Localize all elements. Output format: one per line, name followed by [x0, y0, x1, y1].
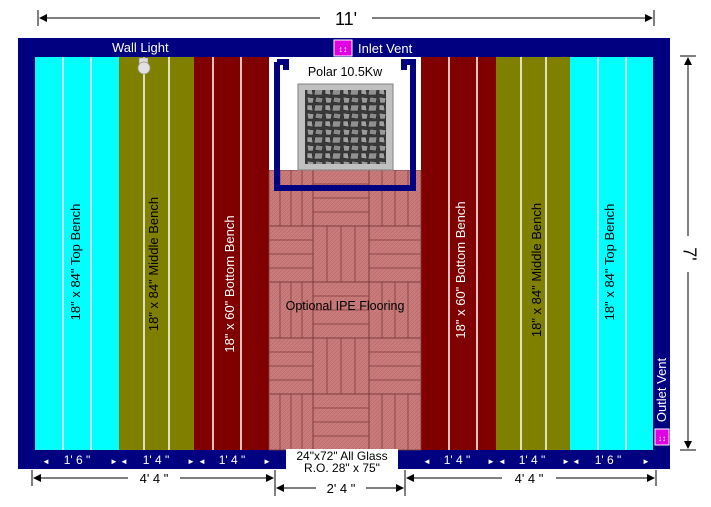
wall-light-label: Wall Light — [112, 40, 169, 55]
heater-stones — [305, 90, 386, 164]
svg-text:◄: ◄ — [198, 457, 206, 466]
right-benches — [421, 57, 653, 450]
left-middle-bench — [119, 57, 194, 450]
right-bottom-bench — [421, 57, 496, 450]
bench-labels: 18" x 84" Top Bench 18" x 84" Middle Ben… — [68, 197, 617, 353]
bench-label-right-bottom: 18" x 60" Bottom Bench — [453, 201, 468, 338]
svg-text:►: ► — [187, 457, 195, 466]
bench-width-5: 1' 4 " — [519, 453, 546, 467]
svg-text:◄: ◄ — [42, 457, 50, 466]
bench-label-left-middle: 18" x 84" Middle Bench — [146, 197, 161, 331]
svg-text:↕↕: ↕↕ — [658, 434, 666, 443]
right-middle-bench — [496, 57, 570, 450]
bench-width-3: 1' 4 " — [219, 453, 246, 467]
left-bottom-bench — [194, 57, 269, 450]
center-section-dimension: 2' 4 " — [327, 481, 356, 496]
bench-width-4: 1' 4 " — [444, 453, 471, 467]
inlet-vent: ↕↕ Inlet Vent — [333, 39, 413, 57]
bottom-dimensions: 4' 4 " 2' 4 " 4' 4 " — [31, 470, 657, 496]
left-section-dimension: 4' 4 " — [140, 471, 169, 486]
svg-text:►: ► — [263, 457, 271, 466]
bench-label-right-middle: 18" x 84" Middle Bench — [529, 203, 544, 337]
svg-text:►: ► — [562, 457, 570, 466]
ipe-flooring: Optional IPE Flooring — [268, 169, 422, 451]
left-benches — [35, 57, 269, 450]
svg-text:◄: ◄ — [423, 457, 431, 466]
bench-label-left-bottom: 18" x 60" Bottom Bench — [222, 215, 237, 352]
overall-depth-label: 7' — [679, 247, 699, 260]
left-top-bench — [35, 57, 119, 450]
svg-text:◄: ◄ — [572, 457, 580, 466]
door-label-line2: R.O. 28" x 75" — [304, 461, 380, 475]
right-section-dimension: 4' 4 " — [515, 471, 544, 486]
svg-text:►: ► — [110, 457, 118, 466]
door-opening: 24"x72" All Glass R.O. 28" x 75" — [286, 449, 398, 475]
svg-text:►: ► — [487, 457, 495, 466]
outlet-vent: ↕↕ Outlet Vent — [654, 357, 670, 446]
inlet-vent-icon — [333, 39, 353, 57]
heater-area: Polar 10.5Kw — [269, 57, 421, 191]
wall-light-icon — [137, 57, 151, 75]
inlet-vent-label: Inlet Vent — [358, 41, 413, 56]
door-label-line1: 24"x72" All Glass — [296, 449, 387, 463]
flooring-label: Optional IPE Flooring — [286, 299, 405, 313]
overall-width-dimension: 11' — [37, 9, 655, 29]
bench-width-1: 1' 6 " — [64, 453, 91, 467]
svg-text:◄: ◄ — [498, 457, 506, 466]
svg-text:↕↕: ↕↕ — [339, 44, 348, 54]
outlet-vent-label: Outlet Vent — [654, 357, 669, 422]
outlet-vent-icon — [654, 428, 670, 446]
bench-width-labels: ◄ 1' 6 " ► ◄ 1' 4 " ► ◄ 1' 4 " ► ◄ 1' 4 … — [42, 453, 650, 467]
svg-text:◄: ◄ — [120, 457, 128, 466]
bench-label-right-top: 18" x 84" Top Bench — [602, 204, 617, 321]
heater-label: Polar 10.5Kw — [308, 65, 383, 79]
overall-depth-dimension: 7' — [679, 55, 699, 451]
overall-width-label: 11' — [335, 9, 357, 29]
bench-width-2: 1' 4 " — [143, 453, 170, 467]
right-top-bench — [570, 57, 653, 450]
bench-width-6: 1' 6 " — [595, 453, 622, 467]
bench-label-left-top: 18" x 84" Top Bench — [68, 204, 83, 321]
svg-text:►: ► — [642, 457, 650, 466]
